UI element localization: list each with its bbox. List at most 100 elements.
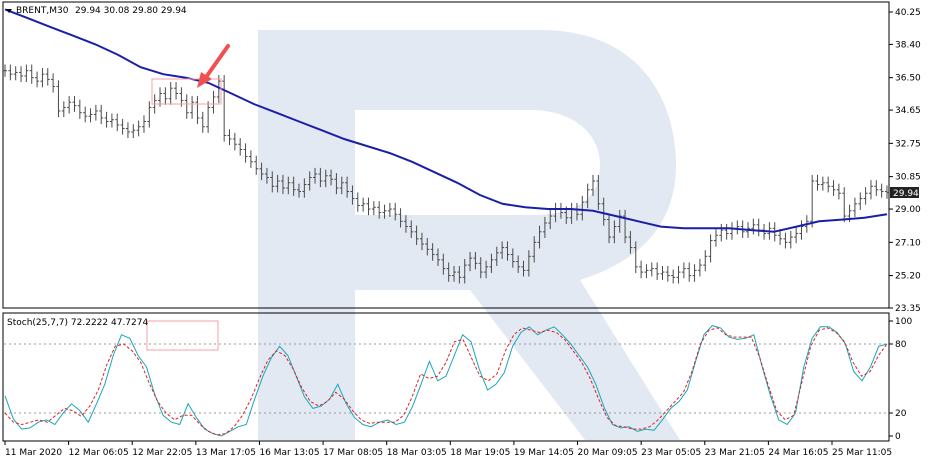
price-bar — [468, 251, 473, 272]
arrow-icon — [197, 44, 230, 88]
price-bar — [136, 120, 141, 137]
price-bar — [457, 265, 462, 284]
price-bar — [334, 173, 339, 195]
price-bar — [232, 132, 237, 151]
price-bar — [430, 243, 435, 261]
price-bar — [168, 82, 173, 105]
stoch-tick-label: 100 — [895, 317, 912, 327]
price-bar — [29, 64, 34, 84]
price-bar — [291, 176, 296, 196]
price-bar — [799, 220, 804, 240]
price-bar — [93, 104, 98, 121]
price-tick-label: 30.85 — [895, 173, 921, 183]
price-bar — [345, 176, 350, 198]
price-bar — [500, 241, 505, 259]
price-bar — [280, 174, 285, 195]
price-bar — [40, 68, 45, 88]
price-bar — [45, 68, 50, 86]
price-bar — [339, 176, 344, 195]
price-bar — [147, 101, 152, 128]
stoch-tick-label: 0 — [895, 432, 901, 442]
price-bar — [77, 99, 82, 119]
price-bar — [783, 232, 788, 249]
price-bar — [510, 248, 515, 268]
time-tick-label: 18 Mar 03:05 — [387, 448, 447, 458]
price-bar — [270, 171, 275, 193]
price-bar — [831, 180, 836, 196]
price-bar — [623, 209, 628, 244]
price-bar — [8, 64, 13, 81]
price-bar — [526, 250, 531, 277]
price-bar — [419, 232, 424, 251]
price-bar — [649, 262, 654, 277]
price-bar — [200, 111, 205, 133]
price-bar — [842, 187, 847, 223]
price-bar — [163, 87, 168, 105]
stoch-signal-line — [4, 327, 888, 436]
price-bar — [243, 143, 248, 163]
price-bar — [607, 213, 612, 244]
price-bar — [681, 262, 686, 279]
price-bar — [494, 246, 499, 266]
price-bar — [521, 260, 526, 277]
highlight-box-price — [151, 78, 222, 105]
price-bar — [72, 96, 77, 112]
price-bar — [67, 96, 72, 114]
price-bar — [3, 64, 7, 77]
price-bar — [387, 202, 392, 217]
price-bar — [366, 197, 371, 216]
price-bar — [724, 223, 729, 240]
price-bar — [532, 236, 537, 263]
price-bar — [371, 201, 376, 216]
price-bar — [852, 197, 857, 217]
price-bar — [179, 87, 184, 107]
price-bar — [286, 176, 291, 195]
price-bar — [548, 209, 553, 230]
collapse-triangle-icon[interactable] — [6, 9, 12, 13]
price-bar — [879, 183, 884, 198]
stoch-header: Stoch(25,7,7) 72.2222 47.7274 — [7, 318, 148, 328]
price-bar — [692, 264, 697, 282]
price-bar — [489, 253, 494, 273]
price-bar — [858, 192, 863, 210]
price-bar — [99, 104, 104, 125]
price-bar — [441, 253, 446, 275]
price-bar — [211, 90, 216, 114]
price-bar — [350, 185, 355, 205]
time-tick-label: 12 Mar 22:05 — [132, 448, 192, 458]
price-bar — [580, 195, 585, 221]
price-axis: 40.25 38.40 36.50 34.65 32.75 30.85 29.00 27.10… — [889, 8, 921, 314]
time-tick-label: 23 Mar 05:05 — [641, 448, 701, 458]
price-bar — [591, 174, 595, 196]
price-bar — [612, 220, 617, 244]
moving-average-line — [4, 8, 888, 233]
price-bar — [13, 66, 18, 81]
highlight-box-stoch — [146, 320, 219, 351]
price-bar — [398, 208, 403, 228]
price-bar — [425, 237, 430, 256]
price-bar — [585, 183, 590, 209]
price-bar — [227, 129, 232, 146]
price-panel — [2, 1, 890, 309]
time-tick-label: 13 Mar 17:05 — [196, 448, 256, 458]
ohlc-values: 29.94 30.08 29.80 29.94 — [75, 6, 187, 16]
price-bar — [868, 180, 873, 200]
price-bar — [264, 167, 269, 184]
price-bar — [703, 250, 708, 272]
price-bar — [206, 101, 211, 133]
price-bar — [174, 82, 179, 100]
price-bar — [473, 251, 478, 270]
time-tick-label: 20 Mar 09:05 — [578, 448, 638, 458]
price-bar — [729, 222, 734, 240]
price-bar — [874, 180, 879, 196]
price-bar — [19, 66, 24, 83]
price-bar — [83, 106, 88, 123]
price-bar — [815, 174, 820, 191]
price-bar — [297, 183, 301, 198]
price-bar — [377, 201, 382, 219]
price-bar — [56, 80, 61, 118]
price-bar — [361, 197, 366, 212]
price-bar — [788, 230, 793, 249]
price-tick-label: 38.40 — [895, 40, 921, 50]
